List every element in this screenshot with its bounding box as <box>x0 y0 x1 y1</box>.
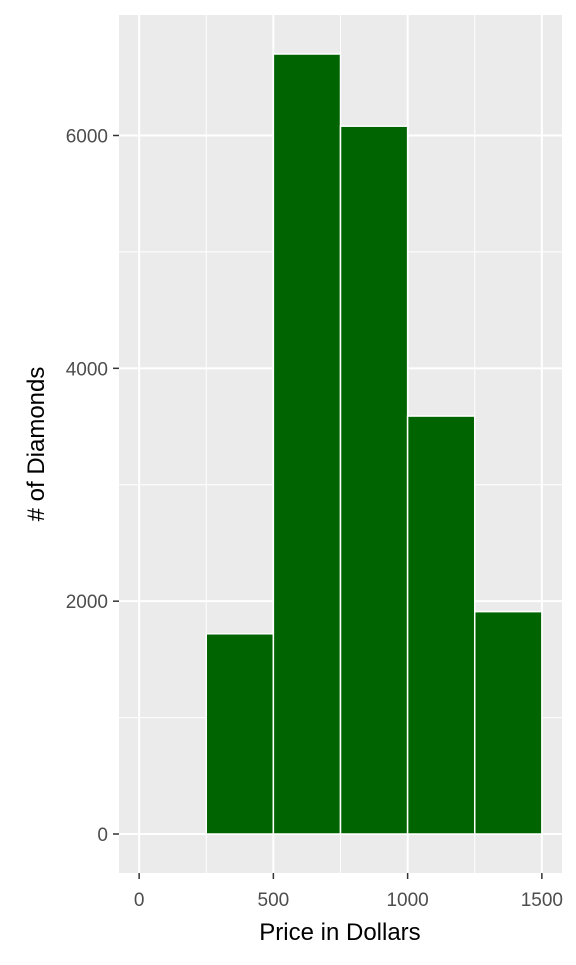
x-tick-label: 500 <box>258 890 290 911</box>
histogram-bar-4 <box>406 415 476 835</box>
y-tick-label: 2000 <box>66 592 108 613</box>
y-tick-label: 6000 <box>66 126 108 147</box>
histogram-bar-3 <box>339 125 409 835</box>
x-axis: 0 500 1000 1500 <box>134 873 563 911</box>
y-axis-title: # of Diamonds <box>23 367 50 522</box>
x-axis-title: Price in Dollars <box>259 919 420 946</box>
y-tick-label: 0 <box>97 825 108 846</box>
histogram-bar-2 <box>272 53 342 835</box>
x-tick-label: 1500 <box>521 890 563 911</box>
y-tick-label: 4000 <box>66 359 108 380</box>
x-tick-label: 1000 <box>386 890 428 911</box>
histogram-bar-1 <box>205 633 275 835</box>
y-axis: 0 2000 4000 6000 <box>66 126 119 846</box>
bars <box>205 53 543 835</box>
histogram-bar-5 <box>473 610 543 835</box>
x-tick-label: 0 <box>134 890 145 911</box>
